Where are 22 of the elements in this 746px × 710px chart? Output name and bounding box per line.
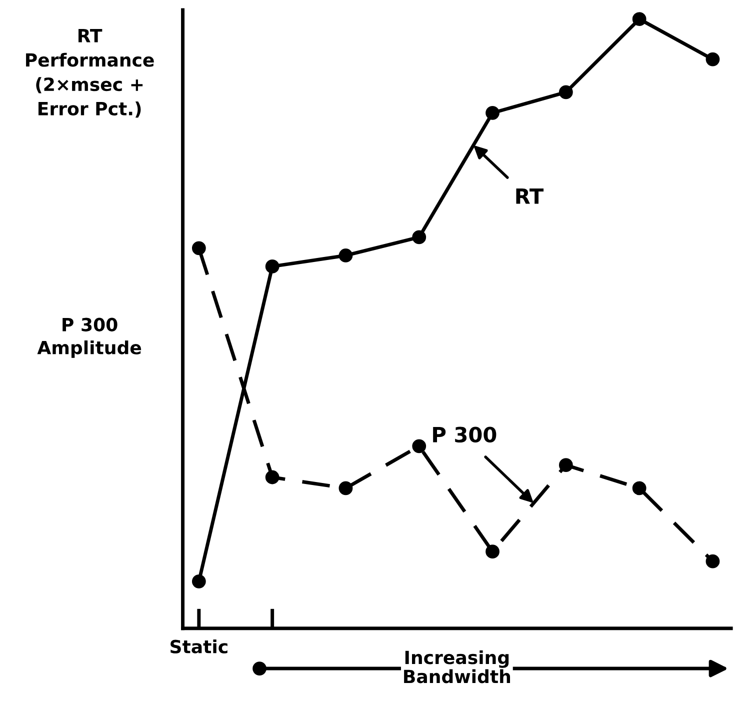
point	[338, 481, 353, 496]
text: RT	[516, 188, 544, 204]
series-label: P 300	[433, 426, 496, 443]
point	[412, 439, 426, 454]
point	[192, 241, 206, 256]
point	[706, 554, 720, 568]
point	[486, 106, 500, 120]
point	[338, 248, 353, 262]
point	[192, 574, 206, 588]
point	[632, 12, 646, 26]
point	[558, 458, 573, 472]
text: Static	[170, 639, 228, 654]
text: P 300 Amplitude	[37, 318, 142, 358]
point	[558, 85, 573, 100]
y-axis-title: RT Performance (2×msec + Error Pct.)	[26, 29, 154, 118]
point	[706, 52, 720, 66]
text: Increasing Bandwidth	[404, 650, 510, 684]
point	[412, 230, 426, 244]
point	[632, 481, 646, 496]
point	[265, 260, 280, 274]
point	[265, 470, 280, 484]
point	[486, 544, 500, 559]
